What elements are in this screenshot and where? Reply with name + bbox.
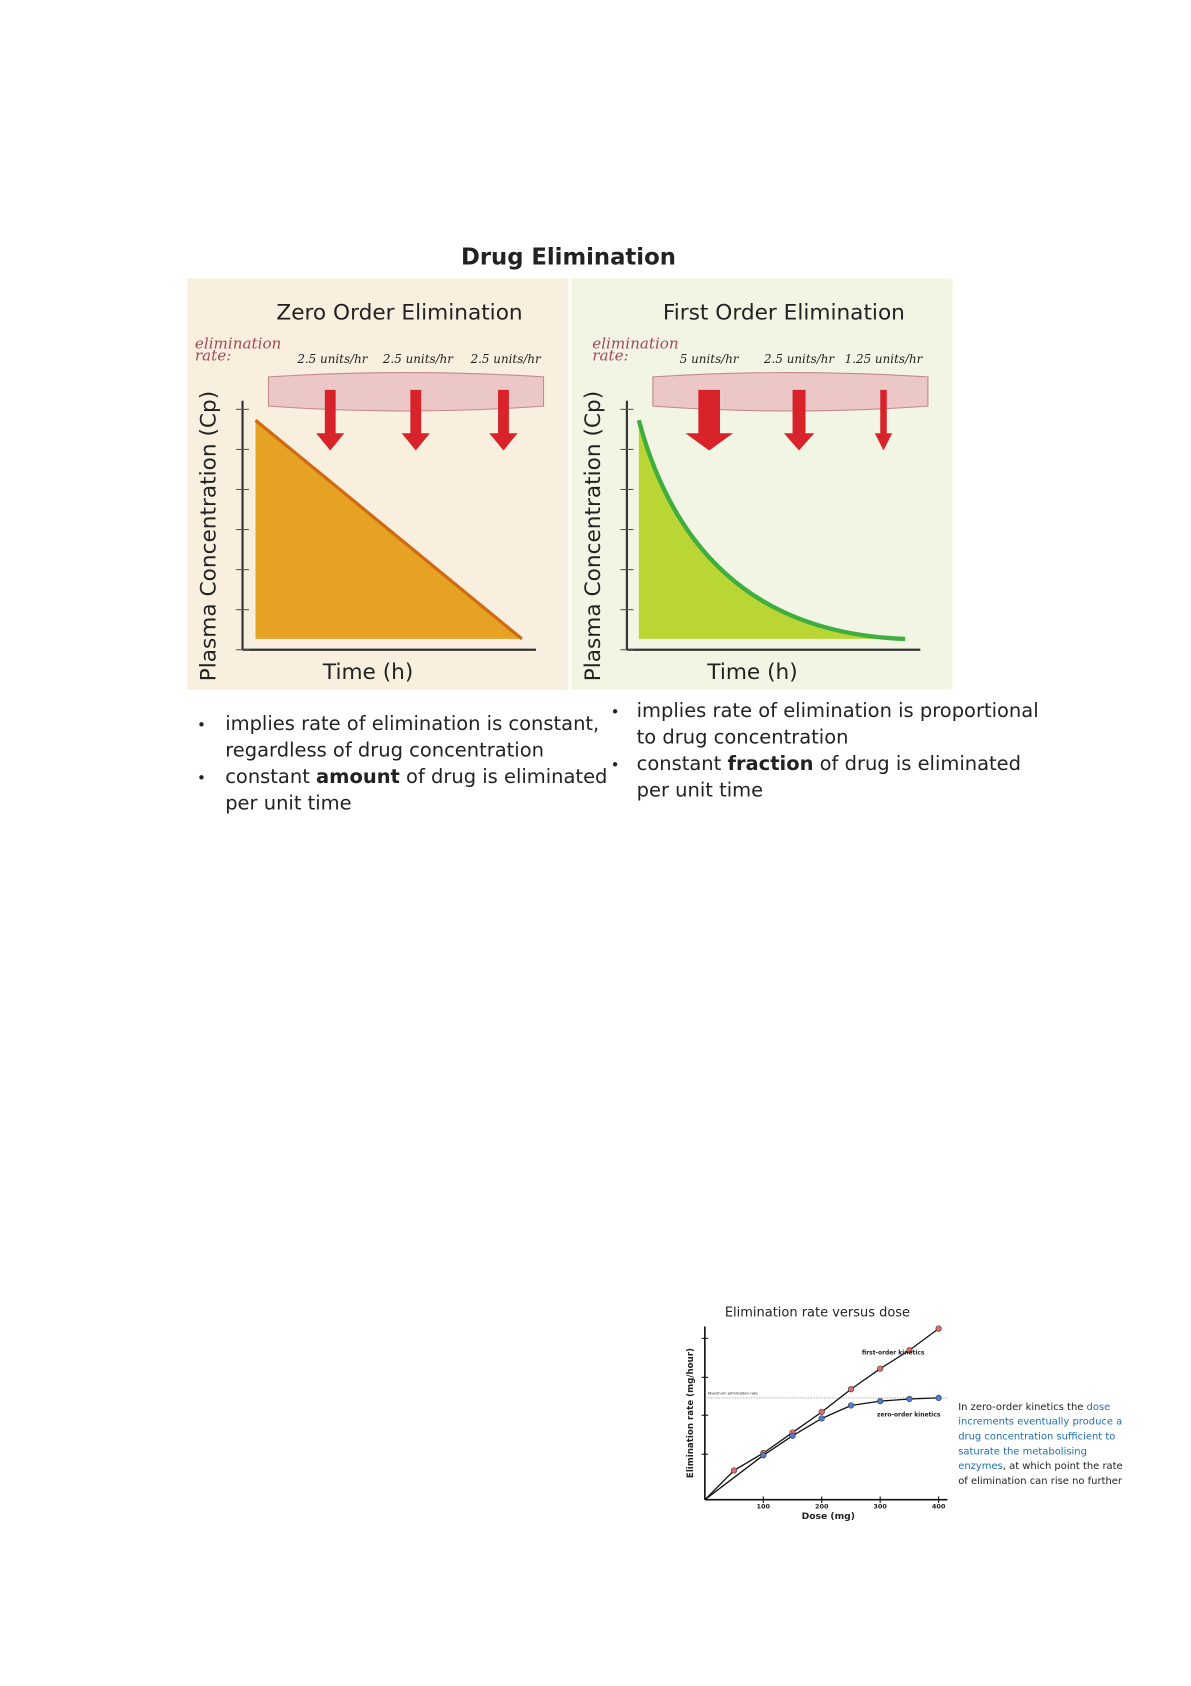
- page-title: Drug Elimination: [461, 244, 676, 270]
- x-tick-label: 200: [815, 1502, 829, 1510]
- data-point: [935, 1325, 942, 1332]
- y-axis-label: Plasma Concentration (Cp): [196, 391, 221, 682]
- panel-title: First Order Elimination: [663, 301, 905, 326]
- text-span: constant: [637, 752, 728, 775]
- caption-span: enzymes: [958, 1461, 1003, 1472]
- data-point: [906, 1395, 913, 1403]
- caption-line: drug concentration sufficient to: [958, 1431, 1115, 1442]
- rate-label: rate:: [592, 347, 628, 365]
- data-point: [847, 1402, 855, 1409]
- bold-span: fraction: [727, 752, 813, 775]
- x-axis-label: Time (h): [706, 660, 797, 685]
- series-label: first-order kinetics: [862, 1350, 925, 1357]
- caption-line: saturate the metabolising: [958, 1446, 1087, 1457]
- bullet-text: implies rate of elimination is constant,: [225, 712, 599, 735]
- bullet-text: per unit time: [637, 778, 763, 801]
- text-span: implies rate of elimination is constant,: [225, 712, 599, 735]
- concentration-area: [638, 420, 906, 639]
- rate-text: 5 units/hr: [680, 352, 740, 366]
- arrow: [316, 389, 345, 451]
- elimination-band: [652, 372, 929, 412]
- rate-text: 2.5 units/hr: [470, 352, 542, 366]
- arrow: [401, 389, 430, 451]
- x-tick-label: 100: [757, 1502, 771, 1510]
- arrow: [489, 389, 518, 451]
- rate-label: elimination: [592, 335, 678, 353]
- bullet: •: [197, 769, 206, 787]
- panel-title: Zero Order Elimination: [276, 301, 522, 326]
- caption-line: increments eventually produce a: [958, 1417, 1122, 1428]
- rate-label: rate:: [195, 347, 231, 365]
- caption-span: drug concentration sufficient to: [958, 1431, 1115, 1442]
- rate-text: 2.5 units/hr: [763, 352, 835, 366]
- bullet: •: [197, 716, 206, 734]
- chart-title: Elimination rate versus dose: [725, 1306, 910, 1321]
- data-point: [818, 1408, 825, 1416]
- bullet-text: regardless of drug concentration: [225, 738, 544, 761]
- bullet-text: implies rate of elimination is proportio…: [637, 699, 1039, 722]
- caption-span: dose: [1087, 1402, 1111, 1413]
- arrow: [685, 389, 734, 451]
- rate-text: 1.25 units/hr: [845, 352, 924, 366]
- arrow: [783, 389, 815, 451]
- data-point: [730, 1467, 738, 1474]
- caption-span: In zero-order kinetics the: [958, 1402, 1086, 1413]
- concentration-line: [636, 419, 906, 642]
- series-label: zero-order kinetics: [877, 1411, 941, 1418]
- bullet-text: to drug concentration: [637, 725, 849, 748]
- caption-span: , at which point the rate: [1003, 1461, 1123, 1472]
- rate-text: 2.5 units/hr: [382, 352, 454, 366]
- caption-span: saturate the metabolising: [958, 1446, 1087, 1457]
- text-span: of drug is eliminated: [400, 765, 608, 788]
- caption-line: of elimination can rise no further: [958, 1476, 1123, 1487]
- y-axis-label: Plasma Concentration (Cp): [581, 391, 606, 682]
- max-rate-label: Maximum elimination rate: [708, 1391, 758, 1396]
- text-span: implies rate of elimination is proportio…: [637, 699, 1039, 722]
- data-point: [935, 1394, 942, 1401]
- y-axis-label: Elimination rate (mg/hour): [686, 1348, 696, 1478]
- x-axis-label: Dose (mg): [802, 1511, 855, 1522]
- text-span: regardless of drug concentration: [225, 738, 544, 761]
- x-tick-label: 400: [932, 1502, 946, 1510]
- bullet-text: per unit time: [225, 791, 351, 814]
- caption-line: enzymes, at which point the rate: [958, 1461, 1122, 1472]
- bullet-text: constant amount of drug is eliminated: [225, 765, 607, 788]
- caption-line: In zero-order kinetics the dose: [958, 1402, 1110, 1413]
- text-span: constant: [225, 765, 316, 788]
- series-line: [704, 1397, 939, 1501]
- caption-span: of elimination can rise no further: [958, 1476, 1123, 1487]
- rate-label: elimination: [195, 335, 281, 353]
- data-point: [760, 1452, 767, 1459]
- text-span: per unit time: [637, 778, 763, 801]
- x-axis-label: Time (h): [322, 660, 413, 685]
- caption-span: increments eventually produce a: [958, 1417, 1122, 1428]
- text-span: of drug is eliminated: [813, 752, 1021, 775]
- x-tick-label: 300: [873, 1502, 887, 1510]
- data-point: [847, 1386, 855, 1393]
- bullet: •: [611, 703, 620, 721]
- concentration-line: [254, 418, 523, 641]
- data-point: [818, 1415, 825, 1422]
- text-span: per unit time: [225, 791, 351, 814]
- rate-text: 2.5 units/hr: [296, 352, 368, 366]
- elimination-band: [267, 372, 545, 412]
- data-point: [877, 1398, 884, 1405]
- arrow: [874, 389, 893, 451]
- data-point: [877, 1365, 884, 1372]
- bullet-text: constant fraction of drug is eliminated: [637, 752, 1021, 775]
- bullet: •: [611, 756, 620, 774]
- text-span: to drug concentration: [637, 725, 849, 748]
- bold-span: amount: [316, 765, 400, 788]
- data-point: [789, 1432, 796, 1439]
- data-point: [906, 1347, 913, 1354]
